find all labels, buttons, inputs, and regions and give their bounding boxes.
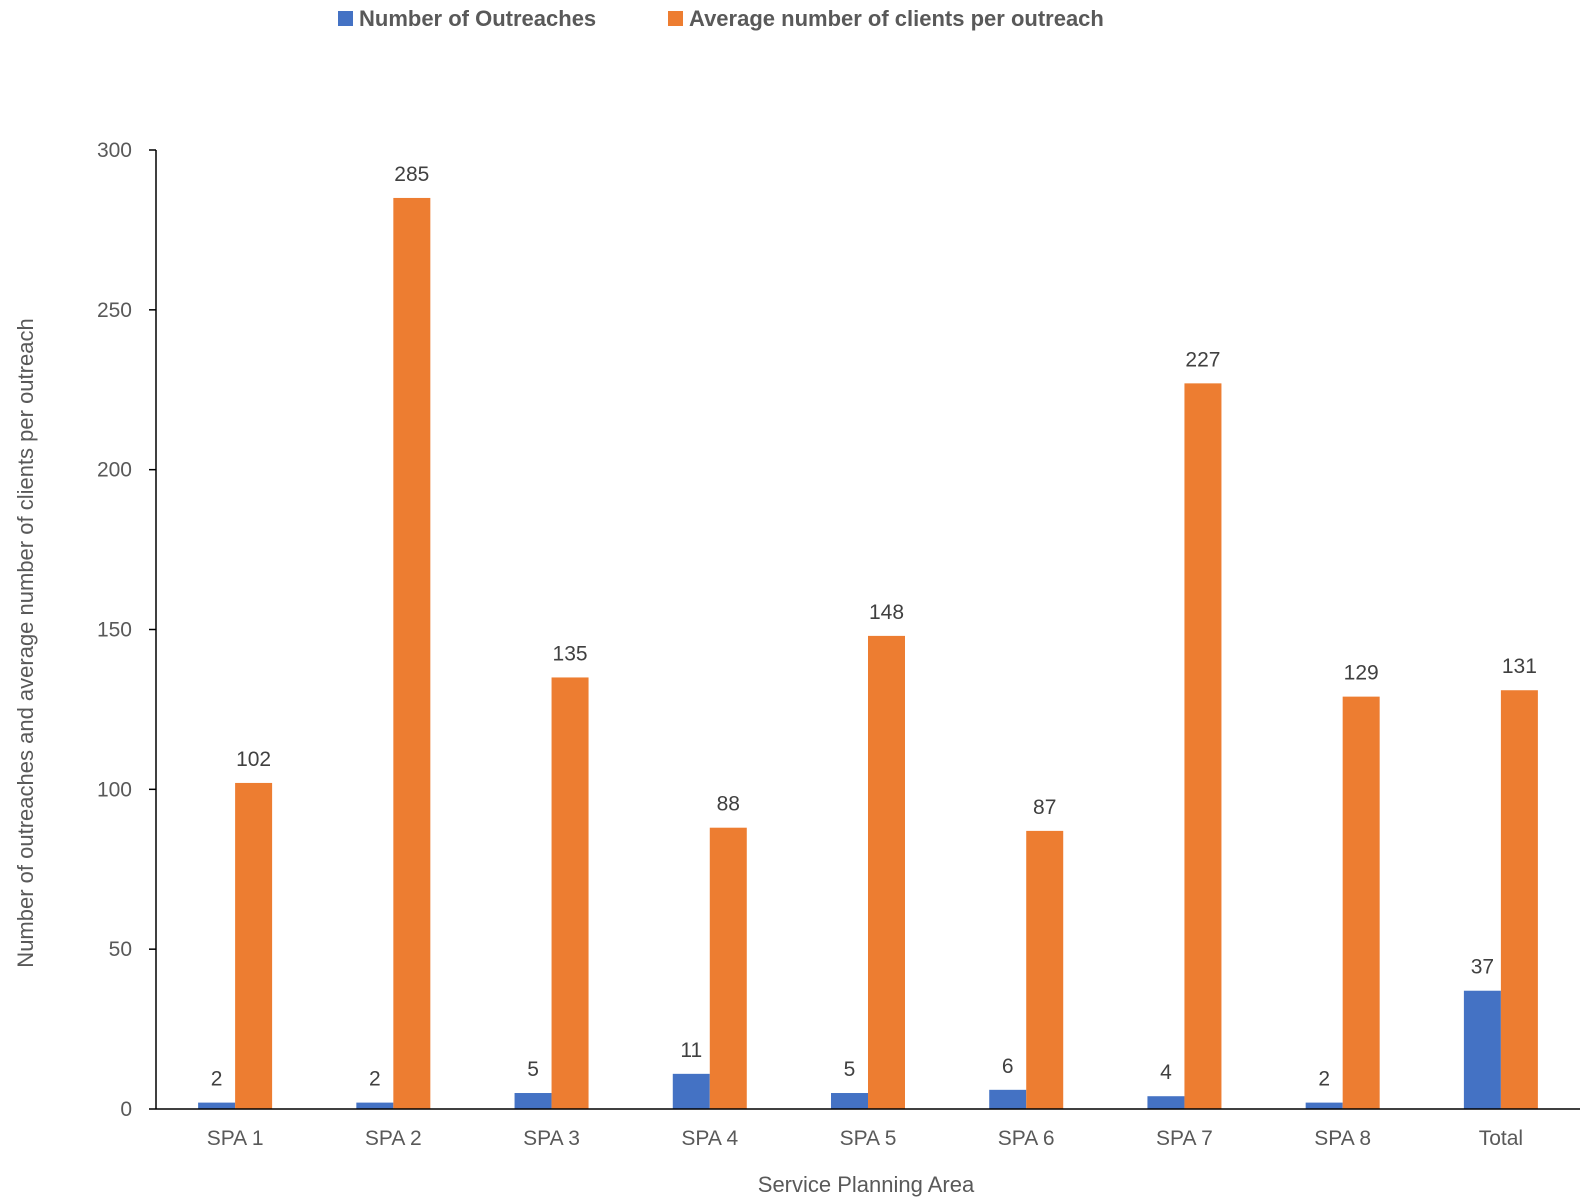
y-axis-ticks: 0 50 100 150 200 250 300 [97, 139, 156, 1121]
data-label: 2 [369, 1068, 381, 1091]
y-tick-label: 0 [120, 1098, 132, 1121]
bar [1184, 383, 1222, 1109]
x-tick-label: SPA 4 [681, 1127, 738, 1150]
data-label: 4 [1160, 1061, 1172, 1084]
bar [1026, 830, 1064, 1109]
x-tick-label: SPA 1 [207, 1127, 264, 1150]
bar [551, 677, 589, 1109]
legend-swatch [338, 11, 353, 26]
bar [1147, 1096, 1185, 1109]
y-tick-label: 300 [97, 139, 132, 162]
data-label: 102 [236, 748, 271, 771]
x-axis-title: Service Planning Area [758, 1172, 975, 1197]
y-tick-label: 150 [97, 619, 132, 642]
data-label: 5 [844, 1058, 856, 1081]
legend-swatch [668, 11, 683, 26]
bar [393, 197, 431, 1109]
x-axis-ticks: SPA 1 SPA 2 SPA 3 SPA 4 SPA 5 SPA 6 SPA 7 SPA 8… [207, 1127, 1523, 1150]
bar [868, 635, 905, 1109]
data-label: 285 [394, 163, 429, 186]
data-label: 87 [1033, 796, 1056, 819]
data-label: 2 [211, 1068, 223, 1091]
data-label: 11 [680, 1039, 702, 1062]
bar [989, 1089, 1027, 1109]
legend-label: Average number of clients per outreach [689, 6, 1104, 31]
y-tick-label: 250 [97, 299, 132, 322]
bar [709, 827, 747, 1109]
y-tick-label: 200 [97, 459, 132, 482]
legend-label: Number of Outreaches [359, 6, 596, 31]
x-tick-label: SPA 7 [1156, 1127, 1213, 1150]
data-label: 88 [717, 793, 740, 816]
bar [356, 1102, 394, 1109]
data-label: 129 [1344, 662, 1379, 685]
bar [1500, 690, 1538, 1109]
bar [235, 782, 273, 1109]
y-tick-label: 50 [109, 938, 132, 961]
bar [1305, 1102, 1343, 1109]
data-label: 227 [1185, 348, 1220, 371]
data-label: 131 [1502, 655, 1537, 678]
x-tick-label: SPA 6 [998, 1127, 1055, 1150]
bar [514, 1093, 552, 1109]
data-label: 6 [1002, 1055, 1014, 1078]
bar [1463, 990, 1501, 1109]
data-label: 148 [869, 601, 904, 624]
data-label: 2 [1318, 1068, 1330, 1091]
bar [672, 1073, 710, 1109]
bars [198, 197, 1538, 1109]
y-tick-label: 100 [97, 778, 132, 801]
x-tick-label: SPA 3 [523, 1127, 580, 1150]
x-tick-label: SPA 5 [840, 1127, 897, 1150]
data-label: 37 [1471, 956, 1494, 979]
bar [1342, 696, 1380, 1109]
bar [198, 1102, 236, 1109]
legend: Number of Outreaches Average number of cl… [338, 6, 1104, 31]
x-tick-label: SPA 2 [365, 1127, 422, 1150]
data-label: 5 [527, 1058, 539, 1081]
x-tick-label: SPA 8 [1314, 1127, 1371, 1150]
x-tick-label: Total [1479, 1127, 1523, 1150]
y-axis-title: Number of outreaches and average number … [13, 318, 38, 967]
bar [831, 1093, 868, 1109]
data-label: 135 [553, 642, 588, 665]
data-labels: 2 102 2 285 5 135 11 88 5 148 6 87 4 227 2 129 37 131 [211, 163, 1537, 1091]
